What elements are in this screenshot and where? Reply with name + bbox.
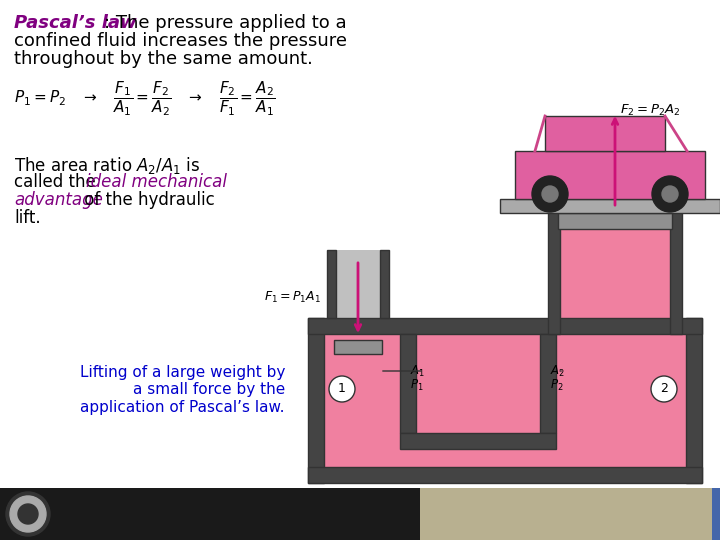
Text: Lifting of a large weight by
a small force by the
application of Pascal’s law.: Lifting of a large weight by a small for… bbox=[80, 365, 285, 415]
Text: throughout by the same amount.: throughout by the same amount. bbox=[14, 50, 313, 68]
Text: MECHANICAL ENGINEERING: MECHANICAL ENGINEERING bbox=[455, 518, 648, 531]
Text: 2: 2 bbox=[660, 382, 668, 395]
Text: C. V. RAMAN COLLEGE OF ENGINEERING: C. V. RAMAN COLLEGE OF ENGINEERING bbox=[57, 498, 336, 511]
Circle shape bbox=[18, 504, 38, 524]
Bar bbox=[558, 213, 672, 229]
Circle shape bbox=[10, 496, 46, 532]
Bar bbox=[560, 190, 670, 334]
Circle shape bbox=[652, 176, 688, 212]
Bar bbox=[324, 334, 686, 467]
Circle shape bbox=[651, 376, 677, 402]
Bar bbox=[400, 433, 556, 449]
Circle shape bbox=[662, 186, 678, 202]
Bar bbox=[500, 199, 720, 213]
Bar bbox=[712, 488, 720, 540]
Circle shape bbox=[532, 176, 568, 212]
Bar bbox=[560, 227, 670, 334]
Text: The area ratio $\mathit{A_2/A_1}$ is: The area ratio $\mathit{A_2/A_1}$ is bbox=[14, 155, 200, 176]
Bar bbox=[327, 250, 336, 318]
Bar bbox=[515, 151, 705, 199]
Bar bbox=[336, 334, 380, 352]
Text: confined fluid increases the pressure: confined fluid increases the pressure bbox=[14, 32, 347, 50]
Bar bbox=[380, 250, 389, 318]
Text: BHUBANESWAR: BHUBANESWAR bbox=[57, 518, 167, 531]
Bar bbox=[400, 334, 416, 433]
Text: $P_2$: $P_2$ bbox=[550, 378, 564, 393]
Text: $A_2$: $A_2$ bbox=[550, 364, 565, 379]
Text: DEPARTMENT OF: DEPARTMENT OF bbox=[455, 498, 572, 511]
Text: $A_1$: $A_1$ bbox=[410, 364, 425, 379]
Circle shape bbox=[6, 492, 50, 536]
Bar bbox=[0, 488, 420, 540]
Text: $P_1$: $P_1$ bbox=[410, 378, 423, 393]
Text: $P_1 = P_2$   $\rightarrow$   $\dfrac{F_1}{A_1} = \dfrac{F_2}{A_2}$   $\rightarr: $P_1 = P_2$ $\rightarrow$ $\dfrac{F_1}{A… bbox=[14, 80, 276, 118]
Text: $F_2 = P_2 A_2$: $F_2 = P_2 A_2$ bbox=[620, 103, 680, 118]
Circle shape bbox=[329, 376, 355, 402]
Bar bbox=[336, 250, 380, 318]
Bar bbox=[308, 467, 702, 483]
Bar bbox=[308, 318, 324, 483]
Text: of the hydraulic: of the hydraulic bbox=[79, 191, 215, 209]
Text: 1: 1 bbox=[338, 382, 346, 395]
Bar bbox=[670, 190, 682, 334]
Bar bbox=[545, 116, 665, 151]
Circle shape bbox=[542, 186, 558, 202]
Text: called the: called the bbox=[14, 173, 101, 191]
Text: : The pressure applied to a: : The pressure applied to a bbox=[104, 14, 346, 32]
Bar bbox=[548, 190, 560, 334]
Text: $F_1 = P_1 A_1$: $F_1 = P_1 A_1$ bbox=[264, 290, 321, 305]
Bar bbox=[686, 318, 702, 483]
Text: Pascal’s law: Pascal’s law bbox=[14, 14, 137, 32]
Bar bbox=[334, 340, 382, 354]
Text: advantage: advantage bbox=[14, 191, 103, 209]
Bar bbox=[540, 334, 556, 433]
Text: ideal mechanical: ideal mechanical bbox=[86, 173, 227, 191]
Text: lift.: lift. bbox=[14, 209, 40, 227]
Bar bbox=[308, 318, 702, 334]
Bar bbox=[420, 488, 720, 540]
